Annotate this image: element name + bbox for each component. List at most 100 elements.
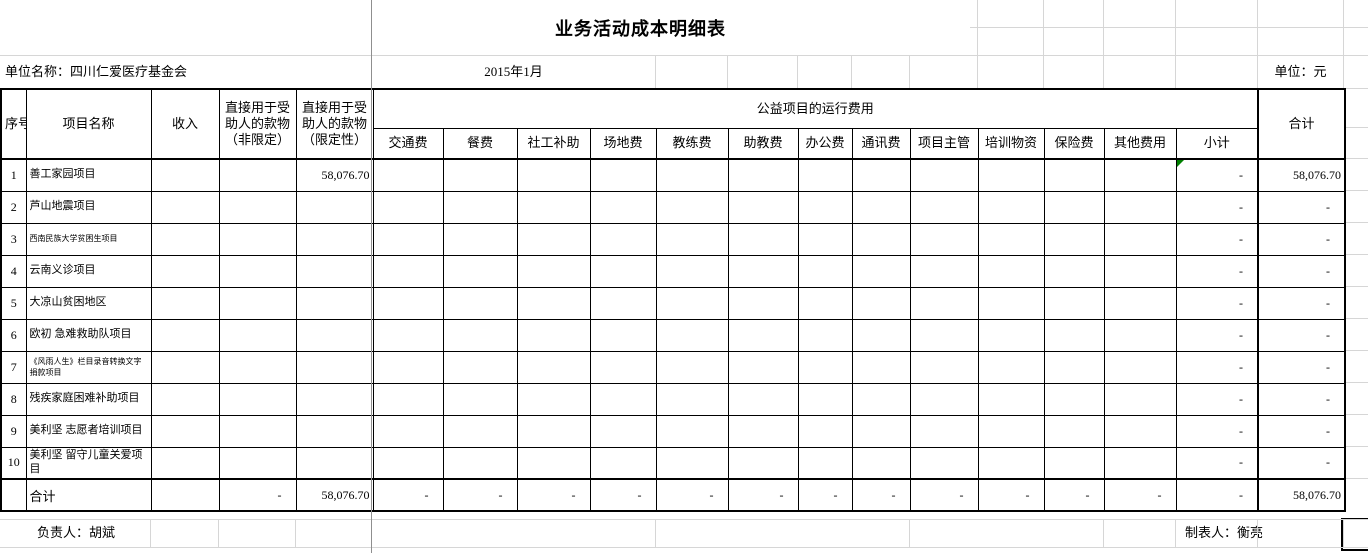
fee-cell[interactable] bbox=[797, 286, 853, 320]
fee-cell[interactable] bbox=[655, 350, 729, 384]
row-number-cell[interactable]: 7 bbox=[0, 350, 27, 384]
subtotal-cell[interactable]: - bbox=[1175, 286, 1259, 320]
direct-restricted-cell[interactable] bbox=[295, 350, 374, 384]
row-number-cell[interactable]: 9 bbox=[0, 414, 27, 448]
fee-cell[interactable]: - bbox=[442, 478, 518, 512]
row-total-cell[interactable]: - bbox=[1257, 318, 1346, 352]
col-header-fee[interactable]: 教练费 bbox=[655, 127, 729, 160]
col-header-index[interactable]: 序号 bbox=[0, 88, 27, 160]
fee-cell[interactable] bbox=[589, 190, 657, 224]
unit-name-cell[interactable]: 单位名称：四川仁爱医疗基金会 bbox=[5, 64, 188, 79]
fee-cell[interactable] bbox=[655, 446, 729, 480]
direct-restricted-cell[interactable]: 58,076.70 bbox=[295, 158, 374, 192]
fee-cell[interactable] bbox=[977, 254, 1045, 288]
fee-cell[interactable] bbox=[797, 382, 853, 416]
fee-cell[interactable] bbox=[727, 158, 799, 192]
income-cell[interactable] bbox=[150, 222, 220, 256]
fee-cell[interactable] bbox=[909, 382, 979, 416]
project-name-cell[interactable]: 残疾家庭困难补助项目 bbox=[25, 382, 152, 416]
fee-cell[interactable] bbox=[655, 254, 729, 288]
fee-cell[interactable] bbox=[1103, 158, 1177, 192]
fee-cell[interactable] bbox=[851, 222, 911, 256]
fee-cell[interactable] bbox=[655, 382, 729, 416]
row-total-cell[interactable]: - bbox=[1257, 254, 1346, 288]
income-cell[interactable] bbox=[150, 382, 220, 416]
fee-cell[interactable] bbox=[977, 414, 1045, 448]
direct-restricted-cell[interactable] bbox=[295, 382, 374, 416]
fee-cell[interactable] bbox=[1103, 222, 1177, 256]
fee-cell[interactable] bbox=[516, 190, 591, 224]
fee-cell[interactable] bbox=[1043, 350, 1105, 384]
fee-cell[interactable] bbox=[977, 382, 1045, 416]
col-header-fee[interactable]: 培训物资 bbox=[977, 127, 1045, 160]
direct-restricted-cell[interactable] bbox=[295, 318, 374, 352]
fee-cell[interactable] bbox=[1103, 254, 1177, 288]
col-header-subtotal[interactable]: 小计 bbox=[1175, 127, 1259, 160]
fee-cell[interactable] bbox=[797, 350, 853, 384]
col-header-direct-restricted[interactable]: 直接用于受助人的款物（限定性） bbox=[295, 88, 374, 160]
col-header-project-name[interactable]: 项目名称 bbox=[25, 88, 152, 160]
fee-cell[interactable] bbox=[977, 158, 1045, 192]
fee-cell[interactable] bbox=[1043, 318, 1105, 352]
fee-cell[interactable] bbox=[589, 318, 657, 352]
fee-cell[interactable] bbox=[442, 318, 518, 352]
direct-restricted-cell[interactable] bbox=[295, 222, 374, 256]
project-name-cell[interactable]: 美利坚 留守儿童关爱项目 bbox=[25, 446, 152, 480]
fee-cell[interactable] bbox=[442, 158, 518, 192]
subtotal-cell[interactable]: - bbox=[1175, 222, 1259, 256]
fee-cell[interactable] bbox=[977, 446, 1045, 480]
subtotal-cell[interactable]: - bbox=[1175, 254, 1259, 288]
fee-cell[interactable] bbox=[797, 222, 853, 256]
fee-cell[interactable] bbox=[1043, 254, 1105, 288]
fee-cell[interactable] bbox=[442, 446, 518, 480]
fee-cell[interactable] bbox=[851, 286, 911, 320]
subtotal-cell[interactable]: - bbox=[1175, 158, 1259, 192]
row-total-cell[interactable]: - bbox=[1257, 350, 1346, 384]
income-cell[interactable] bbox=[150, 478, 220, 512]
fee-cell[interactable] bbox=[1103, 318, 1177, 352]
row-total-cell[interactable]: - bbox=[1257, 286, 1346, 320]
fee-cell[interactable] bbox=[589, 382, 657, 416]
row-number-cell[interactable]: 5 bbox=[0, 286, 27, 320]
fee-cell[interactable] bbox=[851, 414, 911, 448]
fee-cell[interactable]: - bbox=[727, 478, 799, 512]
fee-cell[interactable] bbox=[1043, 414, 1105, 448]
col-header-operating-group[interactable]: 公益项目的运行费用 bbox=[372, 88, 1259, 129]
col-header-fee[interactable]: 项目主管 bbox=[909, 127, 979, 160]
fee-cell[interactable] bbox=[797, 414, 853, 448]
fee-cell[interactable] bbox=[727, 286, 799, 320]
project-name-cell[interactable]: 欧初 急难救助队项目 bbox=[25, 318, 152, 352]
col-header-fee[interactable]: 保险费 bbox=[1043, 127, 1105, 160]
row-number-cell[interactable]: 10 bbox=[0, 446, 27, 480]
fee-cell[interactable] bbox=[727, 254, 799, 288]
subtotal-cell[interactable]: - bbox=[1175, 382, 1259, 416]
fee-cell[interactable] bbox=[589, 158, 657, 192]
fee-cell[interactable] bbox=[372, 286, 444, 320]
fee-cell[interactable] bbox=[372, 254, 444, 288]
fee-cell[interactable]: - bbox=[372, 478, 444, 512]
period-cell[interactable]: 2015年1月 bbox=[484, 64, 543, 79]
fee-cell[interactable] bbox=[516, 158, 591, 192]
fee-cell[interactable] bbox=[727, 350, 799, 384]
project-name-cell[interactable]: 芦山地震项目 bbox=[25, 190, 152, 224]
row-total-cell[interactable]: - bbox=[1257, 446, 1346, 480]
project-name-cell[interactable]: 美利坚 志愿者培训项目 bbox=[25, 414, 152, 448]
fee-cell[interactable] bbox=[589, 350, 657, 384]
fee-cell[interactable] bbox=[1043, 286, 1105, 320]
fee-cell[interactable] bbox=[442, 190, 518, 224]
subtotal-cell[interactable]: - bbox=[1175, 414, 1259, 448]
fee-cell[interactable]: - bbox=[516, 478, 591, 512]
fee-cell[interactable] bbox=[655, 222, 729, 256]
fee-cell[interactable] bbox=[372, 158, 444, 192]
fee-cell[interactable] bbox=[909, 318, 979, 352]
fee-cell[interactable] bbox=[589, 286, 657, 320]
fee-cell[interactable] bbox=[797, 190, 853, 224]
fee-cell[interactable] bbox=[589, 222, 657, 256]
fee-cell[interactable] bbox=[727, 318, 799, 352]
fee-cell[interactable]: - bbox=[977, 478, 1045, 512]
row-number-cell[interactable]: 4 bbox=[0, 254, 27, 288]
row-total-cell[interactable]: - bbox=[1257, 190, 1346, 224]
fee-cell[interactable]: - bbox=[589, 478, 657, 512]
direct-unrestricted-cell[interactable] bbox=[218, 382, 297, 416]
fee-cell[interactable] bbox=[727, 414, 799, 448]
